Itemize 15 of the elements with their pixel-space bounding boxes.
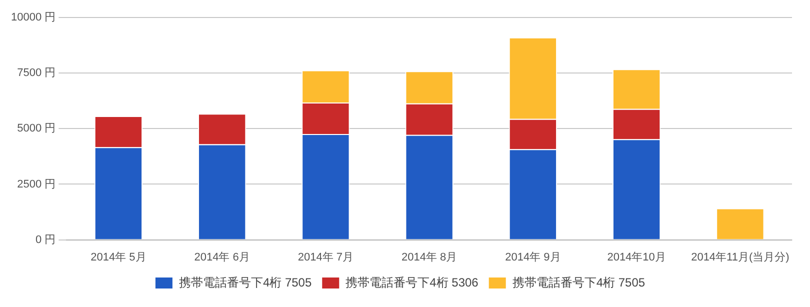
legend-label: 携帯電話番号下4桁 5306 bbox=[346, 275, 479, 290]
x-tick-label: 2014年11月(当月分) bbox=[691, 251, 790, 264]
y-tick-label: 5000 円 bbox=[17, 122, 56, 135]
legend-label: 携帯電話番号下4桁 7505 bbox=[178, 275, 312, 290]
x-tick-label: 2014年 7月 bbox=[298, 251, 354, 264]
legend-label: 携帯電話番号下4桁 7505 bbox=[512, 275, 646, 290]
y-tick-label: 2500 円 bbox=[17, 178, 56, 190]
x-tick-label: 2014年10月 bbox=[607, 251, 666, 264]
y-tick-label: 7500 円 bbox=[17, 67, 56, 80]
y-tick-label: 10000 円 bbox=[10, 12, 56, 24]
x-tick-label: 2014年 5月 bbox=[90, 251, 146, 264]
x-tick-label: 2014年 9月 bbox=[505, 251, 561, 264]
x-tick-label: 2014年 6月 bbox=[194, 251, 250, 264]
x-tick-label: 2014年 8月 bbox=[401, 251, 458, 264]
y-tick-label: 0 円 bbox=[35, 234, 56, 246]
